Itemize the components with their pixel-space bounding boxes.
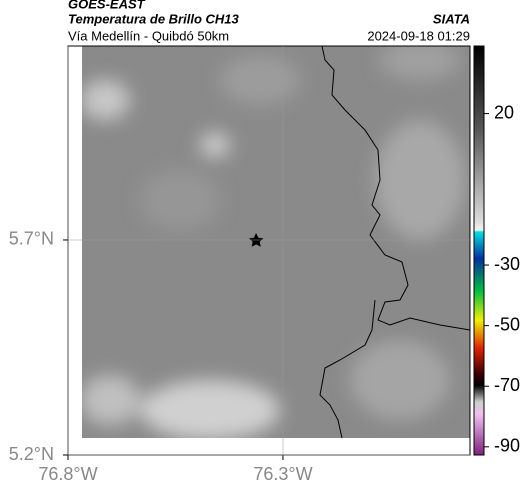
source: SIATA bbox=[433, 11, 470, 26]
x-tick-label: 76.3°W bbox=[253, 464, 312, 484]
title: GOES-EAST bbox=[68, 0, 146, 11]
satellite-image bbox=[82, 46, 470, 438]
y-tick-label: 5.2°N bbox=[9, 444, 54, 464]
colorbar-tick-label: -70 bbox=[494, 375, 520, 395]
subtitle: Temperatura de Brillo CH13 bbox=[68, 11, 240, 26]
colorbar-tick-label: -90 bbox=[494, 436, 520, 456]
x-tick-label: 76.8°W bbox=[38, 464, 97, 484]
colorbar-tick-label: 20 bbox=[494, 102, 514, 122]
colorbar-tick-label: -30 bbox=[494, 254, 520, 274]
y-tick-label: 5.7°N bbox=[9, 229, 54, 249]
colorbar-tick-label: -50 bbox=[494, 314, 520, 334]
datetime: 2024-09-18 01:29 bbox=[367, 28, 470, 43]
colorbar bbox=[473, 45, 485, 456]
route: Vía Medellín - Quibdó 50km bbox=[68, 28, 229, 43]
